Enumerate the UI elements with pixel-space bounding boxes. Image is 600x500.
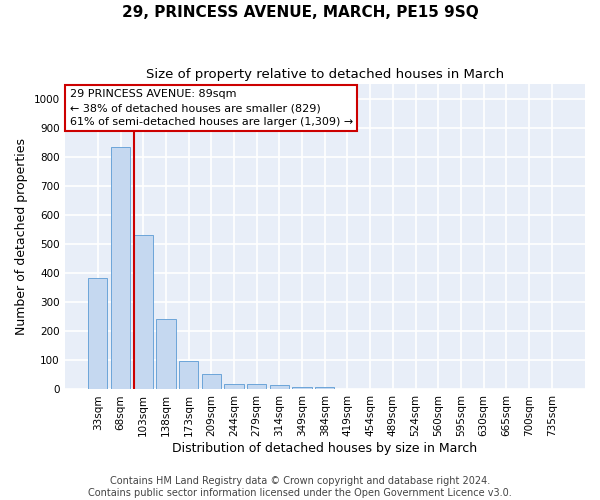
Bar: [179, 362, 198, 390]
Bar: [111, 147, 130, 390]
Text: 29, PRINCESS AVENUE, MARCH, PE15 9SQ: 29, PRINCESS AVENUE, MARCH, PE15 9SQ: [122, 5, 478, 20]
Title: Size of property relative to detached houses in March: Size of property relative to detached ho…: [146, 68, 504, 80]
Y-axis label: Number of detached properties: Number of detached properties: [15, 138, 28, 336]
X-axis label: Distribution of detached houses by size in March: Distribution of detached houses by size …: [172, 442, 478, 455]
Bar: [156, 319, 176, 390]
Bar: [270, 385, 289, 390]
Text: Contains HM Land Registry data © Crown copyright and database right 2024.
Contai: Contains HM Land Registry data © Crown c…: [88, 476, 512, 498]
Bar: [224, 384, 244, 390]
Bar: [202, 374, 221, 390]
Bar: [247, 384, 266, 390]
Text: 29 PRINCESS AVENUE: 89sqm
← 38% of detached houses are smaller (829)
61% of semi: 29 PRINCESS AVENUE: 89sqm ← 38% of detac…: [70, 89, 353, 127]
Bar: [292, 386, 312, 390]
Bar: [88, 278, 107, 390]
Bar: [134, 236, 153, 390]
Bar: [315, 387, 334, 390]
